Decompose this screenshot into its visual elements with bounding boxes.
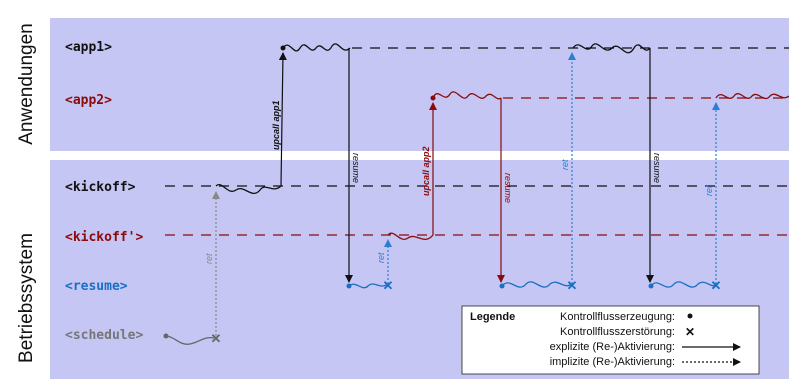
lane-label-app2: <app2>	[65, 93, 112, 108]
side-label-applications: Anwendungen	[16, 23, 37, 145]
legend: Legende Kontrollflusserzeugung: Kontroll…	[461, 305, 760, 375]
label-ret-resume-2: ret	[560, 159, 570, 170]
lane-label-kickoff2: <kickoff'>	[65, 230, 143, 245]
label-upcall-app1: upcall app1	[271, 100, 281, 150]
flow-app1-2	[572, 43, 651, 54]
legend-implicit-label: implizite (Re-)Aktivierung:	[550, 356, 675, 368]
flow-app1-1	[282, 43, 351, 52]
destroy-mark-resume-1: ✕	[383, 278, 394, 293]
label-ret-resume-1: ret	[376, 252, 386, 263]
flow-app2-1	[432, 91, 502, 100]
legend-create-icon	[687, 313, 693, 319]
flow-resume-3	[650, 281, 717, 288]
label-upcall-app2: upcall app2	[421, 146, 431, 196]
side-label-os: Betriebssystem	[16, 233, 37, 363]
label-resume-1: resume	[351, 153, 361, 183]
flow-resume-1	[348, 283, 389, 289]
destroy-mark-resume-2: ✕	[567, 278, 578, 293]
destroy-mark-schedule: ✕	[211, 331, 222, 346]
flow-kickoff2	[387, 232, 434, 240]
destroy-mark-resume-3: ✕	[711, 278, 722, 293]
legend-box	[461, 305, 760, 375]
flow-schedule	[165, 335, 215, 345]
legend-destroy-icon: ✕	[685, 325, 695, 339]
flow-kickoff	[215, 184, 282, 195]
legend-explicit-label: explizite (Re-)Aktivierung:	[550, 341, 675, 353]
legend-create-label: Kontrollflusserzeugung:	[560, 311, 675, 323]
flow-app2-2	[715, 93, 789, 100]
lane-label-resume: <resume>	[65, 279, 128, 294]
legend-title: Legende	[470, 311, 515, 323]
flow-resume-2	[501, 281, 573, 288]
arrow-upcall-app1	[278, 52, 287, 187]
label-resume-2: resume	[503, 173, 513, 203]
label-ret-schedule: ret	[204, 253, 214, 264]
lane-label-kickoff: <kickoff>	[65, 180, 136, 195]
label-ret-resume-3: ret	[704, 185, 714, 196]
legend-destroy-label: Kontrollflusszerstörung:	[560, 326, 675, 338]
lane-label-app1: <app1>	[65, 40, 112, 55]
lane-label-schedule: <schedule>	[65, 328, 143, 343]
label-resume-3: resume	[652, 153, 662, 183]
applications-panel	[50, 18, 789, 151]
